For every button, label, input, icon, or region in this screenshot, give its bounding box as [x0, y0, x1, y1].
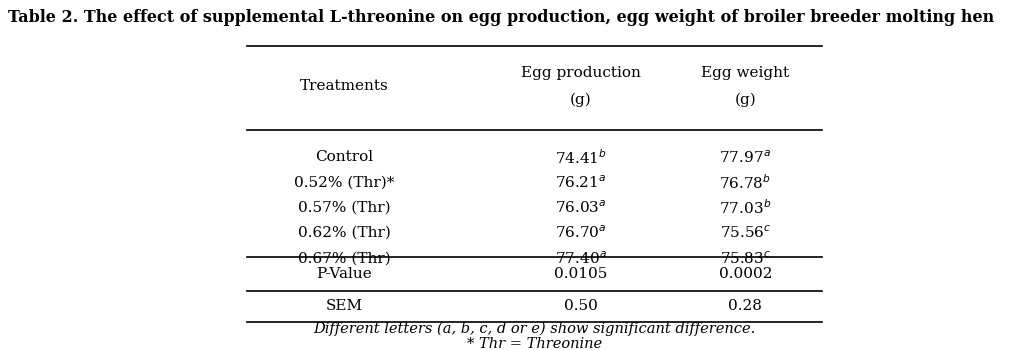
Text: 76.78$^{b}$: 76.78$^{b}$ — [720, 173, 771, 192]
Text: * Thr = Threonine: * Thr = Threonine — [467, 337, 602, 350]
Text: 0.57% (Thr): 0.57% (Thr) — [298, 201, 391, 215]
Text: 0.52% (Thr)*: 0.52% (Thr)* — [294, 176, 395, 190]
Text: Table 2. The effect of supplemental L-threonine on egg production, egg weight of: Table 2. The effect of supplemental L-th… — [8, 9, 994, 26]
Text: 0.0002: 0.0002 — [719, 267, 772, 281]
Text: 76.21$^{a}$: 76.21$^{a}$ — [555, 174, 607, 191]
Text: Different letters (a, b, c, d or e) show significant difference.: Different letters (a, b, c, d or e) show… — [314, 322, 756, 336]
Text: (g): (g) — [734, 92, 757, 107]
Text: 77.40$^{a}$: 77.40$^{a}$ — [555, 250, 607, 267]
Text: 77.03$^{b}$: 77.03$^{b}$ — [720, 198, 771, 217]
Text: 77.97$^{a}$: 77.97$^{a}$ — [720, 149, 771, 166]
Text: 76.03$^{a}$: 76.03$^{a}$ — [555, 199, 607, 216]
Text: 0.28: 0.28 — [729, 299, 762, 313]
Text: 0.62% (Thr): 0.62% (Thr) — [298, 226, 391, 240]
Text: 0.0105: 0.0105 — [554, 267, 608, 281]
Text: P-Value: P-Value — [317, 267, 372, 281]
Text: 76.70$^{a}$: 76.70$^{a}$ — [555, 225, 607, 242]
Text: 0.50: 0.50 — [564, 299, 597, 313]
Text: 75.56$^{c}$: 75.56$^{c}$ — [720, 225, 771, 242]
Text: 0.67% (Thr): 0.67% (Thr) — [298, 251, 391, 265]
Text: Egg weight: Egg weight — [701, 66, 790, 80]
Text: Treatments: Treatments — [300, 79, 389, 93]
Text: Control: Control — [316, 150, 373, 164]
Text: 74.41$^{b}$: 74.41$^{b}$ — [555, 148, 607, 167]
Text: (g): (g) — [570, 92, 592, 107]
Text: SEM: SEM — [326, 299, 363, 313]
Text: Egg production: Egg production — [521, 66, 640, 80]
Text: 75.83$^{c}$: 75.83$^{c}$ — [720, 250, 771, 267]
